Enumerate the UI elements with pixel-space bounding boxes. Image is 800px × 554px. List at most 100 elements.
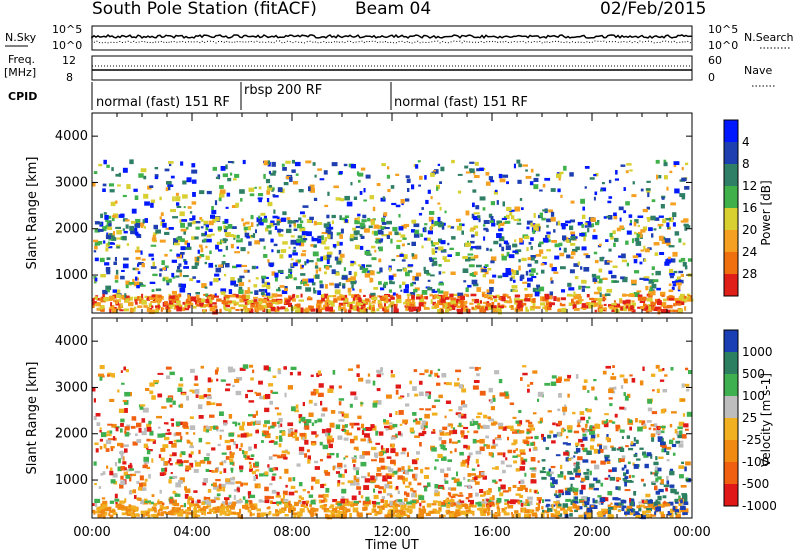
power-cell <box>159 239 166 243</box>
power-cell <box>107 241 110 246</box>
power-cell <box>434 247 439 250</box>
power-cell <box>156 307 160 311</box>
vel-cell <box>495 421 498 425</box>
vel-cell <box>365 427 371 431</box>
vel-cell <box>395 389 399 395</box>
vel-cell <box>679 509 685 513</box>
vel-cell <box>622 477 625 481</box>
power-cell <box>488 294 494 297</box>
power-cell <box>102 183 107 187</box>
vel-cell <box>345 508 351 513</box>
vel-cell <box>599 448 604 453</box>
power-cell <box>429 259 434 262</box>
vel-cell <box>504 499 509 502</box>
vel-ytick-label: 4000 <box>55 334 88 349</box>
power-cell <box>407 242 410 245</box>
vel-cell <box>404 469 409 475</box>
power-cell <box>553 296 557 301</box>
power-cell <box>392 292 396 296</box>
vel-cell <box>672 506 676 511</box>
power-cell <box>643 245 646 250</box>
power-cell <box>236 246 239 249</box>
power-cell <box>486 290 492 295</box>
vel-cell <box>603 422 609 428</box>
power-cell <box>593 174 597 177</box>
vel-cell <box>315 389 319 395</box>
vel-cell <box>236 487 240 491</box>
vel-cell <box>156 415 162 419</box>
power-cell <box>222 254 226 257</box>
power-cell <box>632 255 639 259</box>
power-cell <box>377 295 380 298</box>
power-cell <box>128 282 135 285</box>
vel-cell <box>199 460 206 464</box>
vel-cell <box>161 406 167 409</box>
power-cell <box>164 168 170 172</box>
power-cell <box>196 303 200 307</box>
power-cell <box>526 247 529 252</box>
vel-cell <box>391 514 398 517</box>
vel-cell <box>161 506 168 510</box>
power-cell <box>244 308 250 313</box>
vel-cell <box>194 459 197 462</box>
vel-cell <box>310 391 317 396</box>
power-cell <box>579 301 582 304</box>
vel-cell <box>611 421 616 424</box>
power-cell <box>361 219 367 223</box>
vel-cell <box>311 476 316 482</box>
power-cell <box>271 271 276 276</box>
power-cell <box>325 306 329 312</box>
vel-cell <box>685 477 689 482</box>
vel-cell <box>608 469 612 473</box>
power-cell <box>477 215 481 218</box>
vel-cell <box>582 447 588 453</box>
vel-cell <box>515 513 521 518</box>
vel-cell <box>457 377 460 381</box>
power-cell <box>608 248 612 252</box>
vel-cell <box>504 502 509 505</box>
vel-cell <box>248 414 253 417</box>
power-cell <box>227 224 233 229</box>
vel-cell <box>412 473 418 479</box>
vel-cell <box>160 511 164 517</box>
vel-cell <box>445 400 452 404</box>
power-cell <box>476 168 480 172</box>
vel-cell <box>162 444 169 449</box>
vel-cell <box>353 464 356 469</box>
vel-cell <box>539 417 543 423</box>
vel-cell <box>486 504 490 510</box>
power-cell <box>130 220 136 224</box>
power-cell <box>389 267 392 272</box>
vel-cell <box>512 416 517 419</box>
vel-cell <box>678 443 684 448</box>
power-cell <box>135 268 140 271</box>
vel-cell <box>444 480 449 484</box>
power-cell <box>128 301 134 307</box>
station-title: South Pole Station (fitACF) <box>92 0 317 19</box>
vel-cell <box>506 464 512 468</box>
power-cell <box>574 308 580 311</box>
vel-cell <box>534 514 538 519</box>
power-cell <box>282 211 287 216</box>
power-ytick-label: 2000 <box>55 222 88 237</box>
vel-cell <box>582 433 587 437</box>
vel-cell <box>233 495 236 500</box>
vel-cell <box>279 476 282 480</box>
power-cell <box>438 221 443 225</box>
vel-cell <box>659 379 665 382</box>
power-cell <box>341 297 345 301</box>
power-cell <box>342 285 346 289</box>
power-cell <box>338 282 342 286</box>
vel-cell <box>607 507 614 510</box>
vel-cell <box>618 502 622 506</box>
vel-cell <box>105 448 110 452</box>
power-cell <box>501 255 507 261</box>
vel-cell <box>479 507 483 510</box>
vel-cell <box>446 382 452 386</box>
power-cell <box>560 297 566 300</box>
vel-cell <box>584 430 588 433</box>
power-cell <box>519 198 523 201</box>
vel-cell <box>149 382 155 387</box>
vel-cell <box>520 457 524 461</box>
vel-cell <box>374 452 378 458</box>
